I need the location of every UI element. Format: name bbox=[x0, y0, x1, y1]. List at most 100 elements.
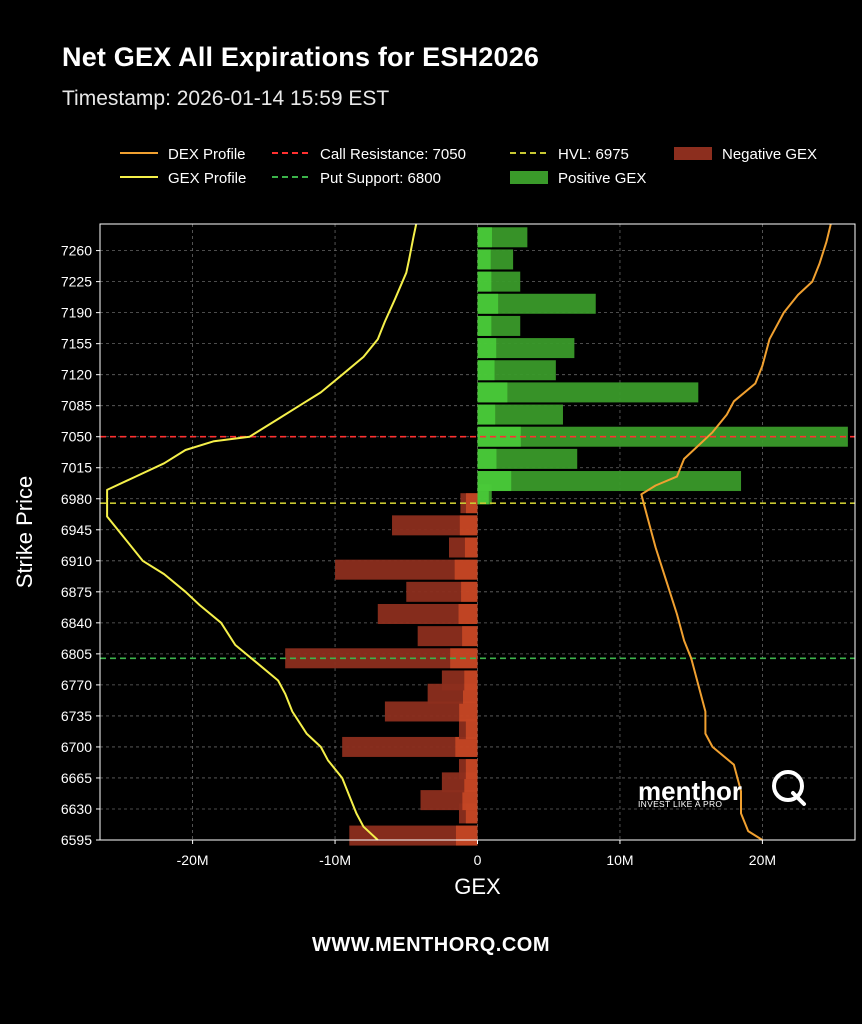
y-tick-label: 6945 bbox=[61, 522, 92, 538]
gex-bar-highlight bbox=[477, 471, 512, 492]
gex-bar-highlight bbox=[461, 581, 478, 602]
gex-bar-highlight bbox=[477, 382, 508, 403]
legend-item: Positive GEX bbox=[510, 170, 646, 187]
gex-bar-highlight bbox=[465, 759, 478, 780]
legend-label: GEX Profile bbox=[168, 170, 246, 187]
bars bbox=[285, 227, 848, 846]
y-tick-label: 6840 bbox=[61, 615, 92, 631]
positive-gex-bar bbox=[477, 293, 596, 314]
legend-item: DEX Profile bbox=[120, 146, 246, 163]
legend-label: Call Resistance: 7050 bbox=[320, 146, 466, 163]
chart-title: Net GEX All Expirations for ESH2026 bbox=[62, 42, 540, 72]
positive-gex-bar bbox=[477, 338, 575, 359]
positive-gex-bar bbox=[477, 448, 578, 469]
gex-bar-highlight bbox=[477, 315, 492, 336]
gex-bar-highlight bbox=[465, 803, 478, 824]
positive-gex-bar bbox=[477, 360, 556, 381]
y-tick-label: 7225 bbox=[61, 274, 92, 290]
legend-label: Negative GEX bbox=[722, 146, 817, 163]
gex-bar-highlight bbox=[462, 626, 478, 647]
negative-gex-bar bbox=[384, 701, 478, 722]
y-tick-label: 6595 bbox=[61, 832, 92, 848]
axes: 6595 6630 6665 6700 6735 6770 6805 6840 6875 6910… bbox=[12, 223, 856, 899]
y-tick-label: 6805 bbox=[61, 646, 92, 662]
y-tick-label: 6875 bbox=[61, 584, 92, 600]
gex-bar-highlight bbox=[477, 448, 497, 469]
gex-bar-highlight bbox=[477, 249, 491, 270]
y-tick-label: 7085 bbox=[61, 398, 92, 414]
gex-bar-highlight bbox=[462, 790, 478, 811]
gex-bar-highlight bbox=[477, 360, 495, 381]
logo-q-tail bbox=[791, 791, 806, 806]
gex-bar-highlight bbox=[477, 227, 492, 248]
negative-gex-bar bbox=[342, 736, 478, 757]
gex-profile-line bbox=[106, 223, 418, 841]
gex-bar-highlight bbox=[459, 701, 478, 722]
negative-gex-bar bbox=[335, 559, 478, 580]
legend-swatch bbox=[510, 171, 548, 184]
y-axis-title: Strike Price bbox=[12, 476, 37, 588]
x-axis-title: GEX bbox=[454, 874, 501, 899]
gex-bar-highlight bbox=[477, 271, 492, 292]
gex-bar-highlight bbox=[477, 426, 521, 447]
gex-bar-highlight bbox=[464, 670, 478, 691]
chart-subtitle: Timestamp: 2026-01-14 15:59 EST bbox=[62, 87, 390, 110]
logo-tagline: INVEST LIKE A PRO bbox=[638, 799, 722, 809]
legend-item: Negative GEX bbox=[674, 146, 817, 163]
positive-gex-bar bbox=[477, 404, 563, 425]
legend-item: GEX Profile bbox=[120, 170, 246, 187]
legend-item: Call Resistance: 7050 bbox=[272, 146, 466, 163]
gex-bar-highlight bbox=[455, 825, 478, 846]
legend-label: DEX Profile bbox=[168, 146, 246, 163]
gex-bar-highlight bbox=[455, 736, 478, 757]
legend: DEX Profile GEX Profile Call Resistance: 7… bbox=[120, 146, 817, 187]
y-tick-label: 7155 bbox=[61, 336, 92, 352]
legend-item: Put Support: 6800 bbox=[272, 170, 441, 187]
gex-bar-highlight bbox=[477, 404, 496, 425]
x-tick-label: 10M bbox=[606, 852, 633, 868]
dex-profile-line bbox=[640, 223, 832, 841]
gex-bar-highlight bbox=[477, 338, 497, 359]
negative-gex-bar bbox=[406, 581, 478, 602]
y-tick-label: 6735 bbox=[61, 708, 92, 724]
legend-label: Put Support: 6800 bbox=[320, 170, 441, 187]
gex-bar-highlight bbox=[465, 719, 478, 740]
logo-q-icon bbox=[772, 770, 804, 802]
positive-gex-bar bbox=[477, 471, 742, 492]
positive-gex-bar bbox=[477, 382, 699, 403]
legend-swatch bbox=[674, 147, 712, 160]
x-tick-label: -20M bbox=[177, 852, 209, 868]
y-tick-label: 6700 bbox=[61, 739, 92, 755]
gex-bar-highlight bbox=[477, 484, 489, 505]
level-lines bbox=[100, 435, 855, 660]
y-tick-label: 7120 bbox=[61, 367, 92, 383]
y-tick-label: 6910 bbox=[61, 553, 92, 569]
x-tick-label: 0 bbox=[474, 852, 482, 868]
footer-url: WWW.MENTHORQ.COM bbox=[312, 934, 550, 956]
gex-bar-highlight bbox=[477, 293, 499, 314]
y-tick-label: 6665 bbox=[61, 770, 92, 786]
y-tick-label: 7260 bbox=[61, 243, 92, 259]
x-tick-label: -10M bbox=[319, 852, 351, 868]
gex-bar-highlight bbox=[464, 537, 478, 558]
gex-bar-highlight bbox=[454, 559, 478, 580]
x-tick-label: 20M bbox=[749, 852, 776, 868]
y-tick-label: 7015 bbox=[61, 460, 92, 476]
legend-label: Positive GEX bbox=[558, 170, 646, 187]
gex-bar-highlight bbox=[458, 603, 478, 624]
y-tick-label: 6980 bbox=[61, 491, 92, 507]
gex-bar-highlight bbox=[459, 515, 478, 536]
legend-label: HVL: 6975 bbox=[558, 146, 629, 163]
negative-gex-bar bbox=[392, 515, 478, 536]
legend-item: HVL: 6975 bbox=[510, 146, 629, 163]
negative-gex-bar bbox=[377, 603, 478, 624]
negative-gex-bar bbox=[349, 825, 478, 846]
profile-lines bbox=[106, 223, 832, 841]
y-tick-label: 7190 bbox=[61, 305, 92, 321]
y-tick-label: 7050 bbox=[61, 429, 92, 445]
y-tick-label: 6630 bbox=[61, 801, 92, 817]
logo-wordmark: menthor bbox=[638, 776, 742, 806]
y-tick-label: 6770 bbox=[61, 677, 92, 693]
